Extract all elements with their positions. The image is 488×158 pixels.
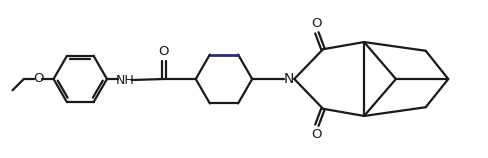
- Text: O: O: [158, 45, 169, 58]
- Text: O: O: [311, 128, 322, 141]
- Text: N: N: [284, 72, 294, 86]
- Text: O: O: [311, 17, 322, 30]
- Text: NH: NH: [115, 73, 134, 87]
- Text: O: O: [33, 73, 43, 85]
